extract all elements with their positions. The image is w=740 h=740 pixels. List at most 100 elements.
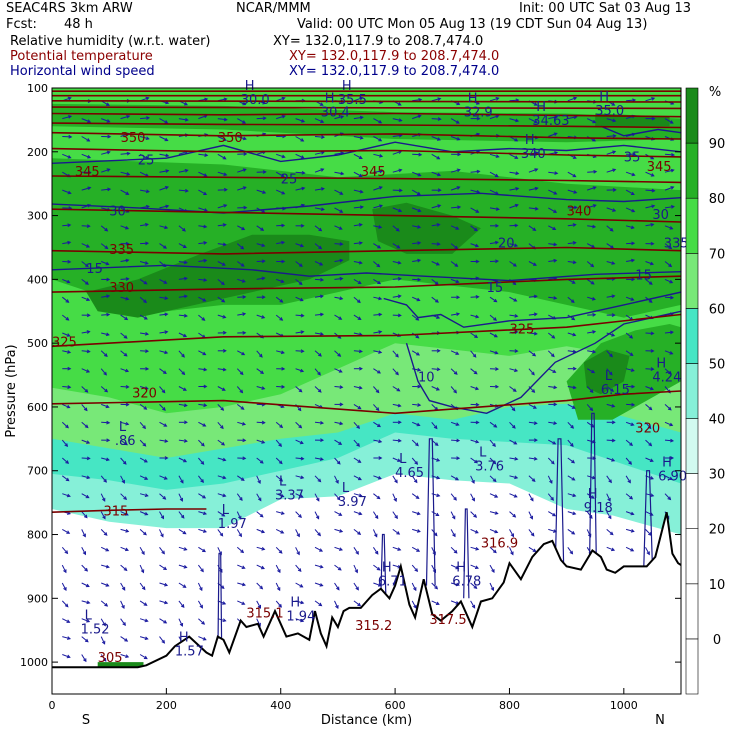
wind-arrow bbox=[625, 493, 633, 500]
wind-arrow-head bbox=[103, 353, 108, 358]
wind-arrow-head bbox=[513, 263, 517, 267]
wind-arrow bbox=[159, 618, 167, 624]
wind-arrow bbox=[606, 529, 614, 535]
field-rh-name: Relative humidity (w.r.t. water) bbox=[10, 34, 211, 49]
colorbar-band bbox=[685, 418, 699, 474]
wind-arrow-head bbox=[223, 187, 228, 192]
wind-arrow-head bbox=[651, 204, 656, 209]
model-name: SEAC4RS 3km ARW bbox=[6, 1, 133, 16]
wind-arrow bbox=[100, 243, 108, 249]
wind-arrow-head bbox=[495, 97, 500, 101]
wind-arrow-head bbox=[651, 97, 656, 101]
wind-arrow-head bbox=[240, 477, 245, 481]
rh-region bbox=[86, 234, 350, 318]
wind-arrow-head bbox=[182, 584, 187, 588]
wind-arrow-head bbox=[123, 335, 128, 339]
wind-arrow bbox=[547, 475, 553, 484]
wind-arrow-head bbox=[320, 277, 325, 282]
wind-arrow-head bbox=[436, 223, 441, 227]
wind-arrow-head bbox=[552, 226, 557, 230]
wind-arrow bbox=[373, 153, 383, 157]
wind-arrow bbox=[314, 313, 324, 316]
wind-label: 25 bbox=[138, 154, 155, 169]
wind-arrow bbox=[295, 547, 300, 555]
wind-arrow bbox=[411, 350, 420, 356]
wind-arrow bbox=[334, 171, 344, 175]
wind-arrow-head bbox=[222, 618, 227, 622]
wind-arrow-head bbox=[513, 441, 518, 445]
wind-arrow bbox=[334, 207, 343, 213]
wind-arrow bbox=[178, 457, 187, 463]
wind-arrow-head bbox=[669, 476, 674, 480]
wind-arrow bbox=[412, 171, 421, 177]
wind-arrow bbox=[353, 457, 361, 463]
wind-arrow-head bbox=[243, 152, 248, 156]
wind-arrow-head bbox=[183, 403, 188, 408]
wind-arrow bbox=[373, 564, 381, 571]
wind-arrow-head bbox=[203, 278, 208, 282]
wind-arrow-head bbox=[455, 279, 460, 284]
wind-arrow bbox=[81, 511, 88, 518]
wind-arrow bbox=[567, 206, 577, 209]
wind-arrow-head bbox=[84, 424, 89, 429]
wind-arrow-head bbox=[474, 565, 479, 569]
wind-arrow bbox=[217, 511, 225, 517]
wind-arrow-head bbox=[491, 569, 495, 574]
wind-arrow bbox=[567, 421, 574, 429]
wind-arrow-head bbox=[67, 155, 72, 159]
wind-arrow bbox=[606, 243, 614, 249]
wind-arrow-head bbox=[66, 279, 71, 284]
wind-arrow-head bbox=[359, 96, 364, 101]
colorbar-band bbox=[685, 473, 699, 530]
wind-arrow bbox=[451, 313, 460, 316]
wind-arrow-head bbox=[378, 204, 383, 208]
wind-arrow-head bbox=[630, 297, 635, 301]
wind-speed-contour bbox=[52, 192, 681, 214]
wind-arrow-head bbox=[417, 208, 422, 213]
wind-arrow-head bbox=[512, 424, 516, 429]
wind-arrow-head bbox=[64, 550, 69, 555]
wind-arrow-head bbox=[162, 407, 166, 411]
wind-arrow bbox=[295, 582, 303, 588]
wind-arrow-head bbox=[164, 582, 169, 587]
theta-contour bbox=[52, 175, 681, 184]
wind-arrow-head bbox=[262, 190, 267, 194]
wind-arrow bbox=[509, 386, 517, 392]
wind-arrow bbox=[626, 99, 636, 102]
wind-arrow-head bbox=[84, 638, 89, 643]
wind-arrow bbox=[198, 332, 206, 339]
wind-arrow bbox=[353, 116, 363, 120]
wind-core-contour bbox=[588, 412, 597, 567]
wind-arrow bbox=[392, 546, 401, 551]
wind-arrow bbox=[451, 206, 461, 209]
wind-arrow-head bbox=[83, 658, 87, 663]
wind-arrow-head bbox=[492, 549, 497, 554]
wind-arrow-head bbox=[145, 96, 150, 101]
wind-arrow-head bbox=[144, 222, 149, 227]
wind-arrow-head bbox=[494, 240, 499, 245]
wind-arrow bbox=[664, 493, 671, 500]
wind-arrow-head bbox=[125, 547, 129, 552]
wind-arrow bbox=[411, 546, 420, 552]
wind-arrow-head bbox=[238, 533, 242, 538]
wind-arrow bbox=[314, 421, 324, 424]
wind-arrow-head bbox=[183, 260, 188, 265]
wind-arrow bbox=[450, 475, 459, 481]
wind-arrow bbox=[392, 225, 400, 232]
wind-arrow bbox=[548, 528, 557, 533]
wind-arrow bbox=[198, 296, 206, 302]
wind-arrow bbox=[62, 350, 71, 353]
wind-arrow-head bbox=[592, 349, 597, 354]
wind-arrow bbox=[139, 153, 149, 160]
wind-arrow bbox=[295, 618, 304, 622]
wind-arrow-head bbox=[514, 456, 519, 461]
wind-arrow-head bbox=[242, 120, 247, 124]
wind-arrow-head bbox=[358, 260, 363, 265]
wind-arrow-head bbox=[359, 366, 363, 371]
wind-arrow-head bbox=[277, 569, 281, 574]
wind-arrow-head bbox=[357, 280, 362, 285]
wind-arrow-head bbox=[572, 511, 577, 516]
wind-arrow-head bbox=[495, 223, 500, 228]
wind-arrow-head bbox=[377, 370, 381, 374]
wind-arrow bbox=[236, 546, 244, 553]
